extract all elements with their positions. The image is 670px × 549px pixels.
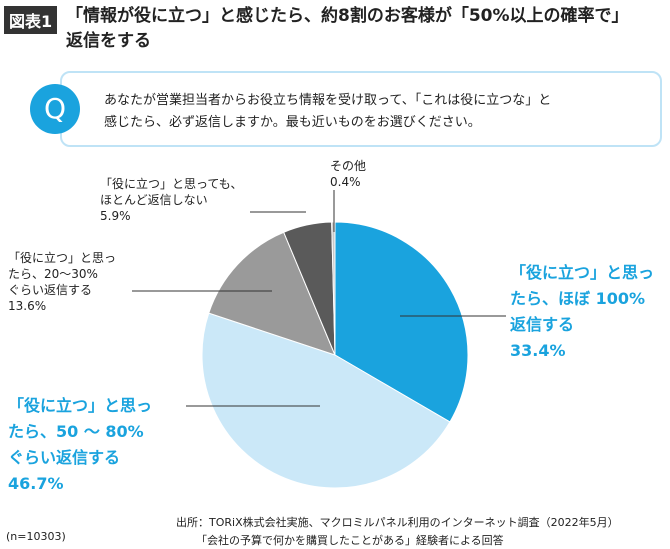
pie-slice xyxy=(208,231,336,356)
category-label: 「役に立つ」と思っ たら、ほぼ 100% 返信する xyxy=(510,263,655,334)
pie-slice xyxy=(331,221,336,356)
slice-label: 「役に立つ」と思っても、 ほとんど返信しない 5.9% xyxy=(100,176,242,224)
badge: 図表1 xyxy=(4,6,58,34)
pie-slice xyxy=(334,221,469,423)
category-label: 「役に立つ」と思っ たら、50 ～ 80% ぐらい返信する xyxy=(8,396,153,467)
slice-label: 「役に立つ」と思っ たら、50 ～ 80% ぐらい返信する 46.7% xyxy=(8,393,152,497)
value-label: 5.9% xyxy=(100,209,131,223)
slice-label: 「役に立つ」と思っ たら、ほぼ 100% 返信する 33.4% xyxy=(510,260,654,364)
sample-size: (n=10303) xyxy=(6,530,66,543)
category-label: 「役に立つ」と思っ たら、20～30% ぐらい返信する xyxy=(8,251,117,297)
value-label: 33.4% xyxy=(510,341,566,360)
slice-label: 「役に立つ」と思っ たら、20～30% ぐらい返信する 13.6% xyxy=(8,250,116,314)
question-mark: Q xyxy=(30,84,80,134)
slice-label: その他 0.4% xyxy=(330,158,366,190)
category-label: 「役に立つ」と思っても、 ほとんど返信しない xyxy=(100,177,243,207)
question-text: あなたが営業担当者からお役立ち情報を受け取って、「これは役に立つな」と 感じたら… xyxy=(104,93,552,130)
source: 出所：TORiX株式会社実施、マクロミルパネル利用のインターネット調査（2022… xyxy=(176,516,619,529)
value-label: 46.7% xyxy=(8,474,64,493)
value-label: 0.4% xyxy=(330,175,361,189)
category-label: その他 xyxy=(330,159,367,173)
source: 「会社の予算で何かを購買したことがある」経験者による回答 xyxy=(196,534,504,547)
title: 「情報が役に立つ」と感じたら、約8割のお客様が「50%以上の確率で」 返信をする xyxy=(66,6,629,51)
value-label: 13.6% xyxy=(8,299,47,313)
pie-slice xyxy=(201,312,451,489)
